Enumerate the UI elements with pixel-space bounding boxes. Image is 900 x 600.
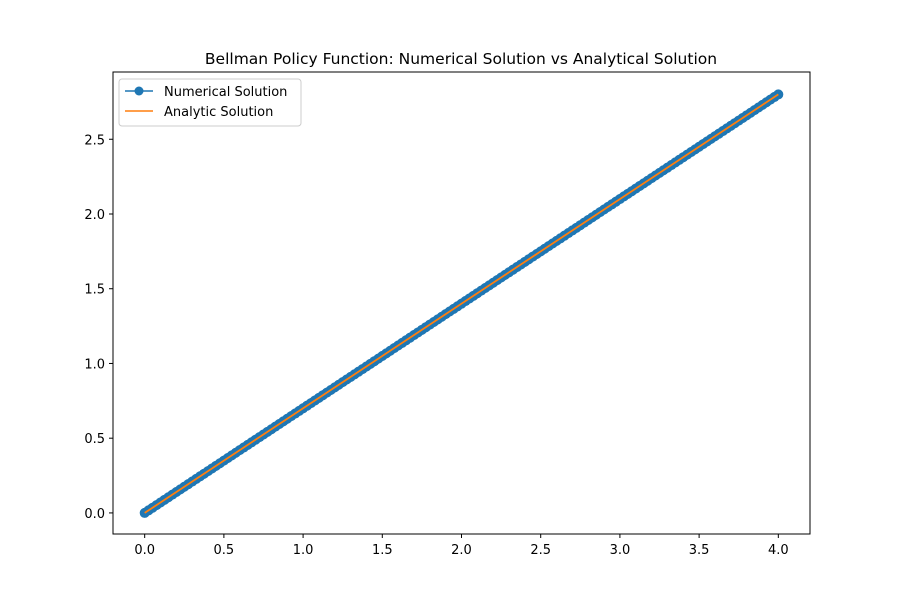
legend-analytic-label: Analytic Solution — [164, 105, 273, 120]
y-axis: 0.0 0.5 1.0 1.5 2.0 2.5 — [84, 133, 113, 522]
y-tick-label: 2.5 — [84, 133, 105, 148]
y-tick-label: 0.5 — [84, 432, 105, 447]
y-tick-label: 1.0 — [84, 357, 105, 372]
legend-numerical-marker — [134, 86, 144, 96]
legend: Numerical Solution Analytic Solution — [118, 78, 302, 127]
x-tick-label: 2.5 — [530, 543, 551, 558]
y-tick-label: 1.5 — [84, 283, 105, 298]
y-tick-label: 2.0 — [84, 208, 105, 223]
x-tick-label: 0.0 — [134, 543, 155, 558]
x-tick-label: 0.5 — [214, 543, 235, 558]
legend-box — [118, 78, 302, 127]
x-tick-label: 1.0 — [293, 543, 314, 558]
analytic-solution-line — [144, 93, 779, 514]
chart-title: Bellman Policy Function: Numerical Solut… — [205, 50, 717, 68]
legend-numerical-label: Numerical Solution — [164, 85, 287, 100]
y-tick-label: 0.0 — [84, 507, 105, 522]
x-tick-label: 1.5 — [372, 543, 393, 558]
x-tick-label: 3.5 — [689, 543, 710, 558]
x-tick-label: 4.0 — [768, 543, 789, 558]
x-tick-label: 3.0 — [610, 543, 631, 558]
x-axis: 0.0 0.5 1.0 1.5 2.0 2.5 3.0 3.5 4.0 — [134, 534, 789, 558]
series-layer — [139, 89, 784, 518]
x-tick-label: 2.0 — [451, 543, 472, 558]
